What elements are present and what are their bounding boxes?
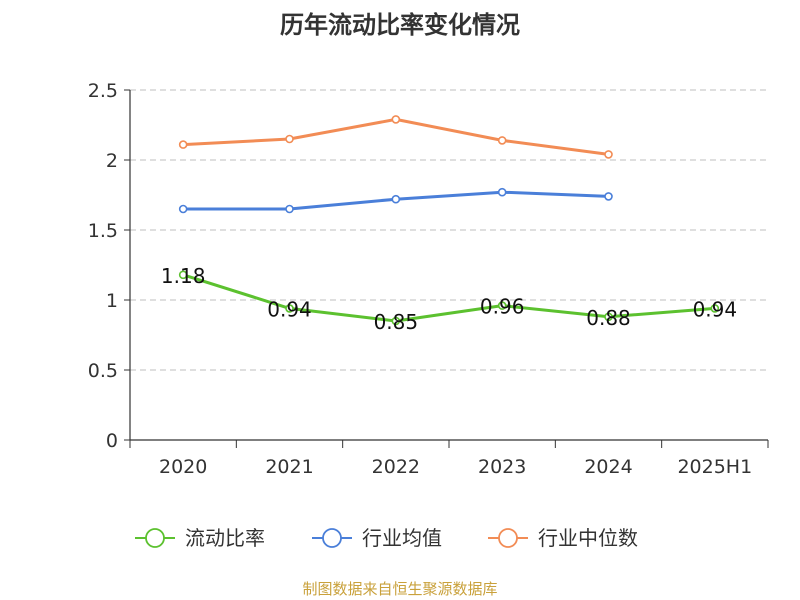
series-layer	[178, 115, 720, 326]
data-point	[604, 192, 613, 201]
data-point	[604, 312, 613, 322]
series-line-1	[182, 273, 715, 323]
x-tick-label: 2024	[584, 456, 632, 478]
data-point	[285, 204, 294, 214]
data-point	[710, 304, 720, 313]
data-point	[178, 140, 188, 149]
legend-marker	[322, 528, 342, 548]
data-point	[391, 115, 401, 124]
legend-item-2[interactable]: 行业均值	[312, 526, 442, 550]
legend-item-3[interactable]: 行业中位数	[488, 526, 638, 550]
source-note: 制图数据来自恒生聚源数据库	[302, 580, 497, 598]
data-point	[285, 304, 294, 313]
data-labels: 1.18 0.94 0.85 0.96 0.88 0.94	[161, 264, 737, 334]
y-tick-label: 2	[106, 150, 118, 172]
legend-marker	[145, 528, 165, 548]
legend-marker	[498, 528, 518, 548]
legend-label: 行业中位数	[538, 526, 638, 550]
data-label: 0.94	[267, 297, 312, 321]
data-label: 0.94	[693, 297, 738, 321]
legend-label: 行业均值	[362, 526, 442, 550]
data-label: 1.18	[161, 264, 206, 288]
data-point	[604, 150, 613, 159]
chart-title: 历年流动比率变化情况	[280, 11, 520, 39]
data-point	[178, 204, 188, 214]
data-label: 0.88	[586, 306, 631, 330]
data-label: 0.96	[480, 295, 525, 319]
data-point	[178, 270, 188, 280]
data-point	[391, 316, 401, 326]
data-point	[391, 194, 401, 204]
data-point	[285, 134, 294, 144]
legend-item-1[interactable]: 流动比率	[135, 526, 265, 550]
data-label: 0.85	[374, 310, 419, 334]
legend-label: 流动比率	[185, 526, 265, 550]
grid-lines	[130, 89, 768, 371]
x-tick-label: 2020	[159, 456, 207, 478]
y-tick-label: 1	[106, 290, 118, 312]
y-tick-label: 0	[106, 430, 118, 452]
data-point	[497, 187, 507, 197]
y-tick-label: 0.5	[88, 360, 118, 382]
x-tick-label: 2023	[478, 456, 526, 478]
y-axis-ticks: 0 0.5 1 1.5 2 2.5	[88, 80, 130, 452]
x-tick-label: 2021	[265, 456, 313, 478]
data-point	[497, 136, 507, 145]
y-tick-label: 2.5	[88, 80, 118, 102]
y-tick-label: 1.5	[88, 220, 118, 242]
x-tick-label: 2022	[372, 456, 420, 478]
x-axis-ticks: 2020 2021 2022 2023 2024 2025H1	[129, 440, 769, 478]
series-line-3	[183, 117, 609, 156]
x-tick-label: 2025H1	[677, 456, 752, 478]
legend: 流动比率 行业均值 行业中位数	[135, 526, 638, 550]
data-point	[497, 301, 507, 310]
